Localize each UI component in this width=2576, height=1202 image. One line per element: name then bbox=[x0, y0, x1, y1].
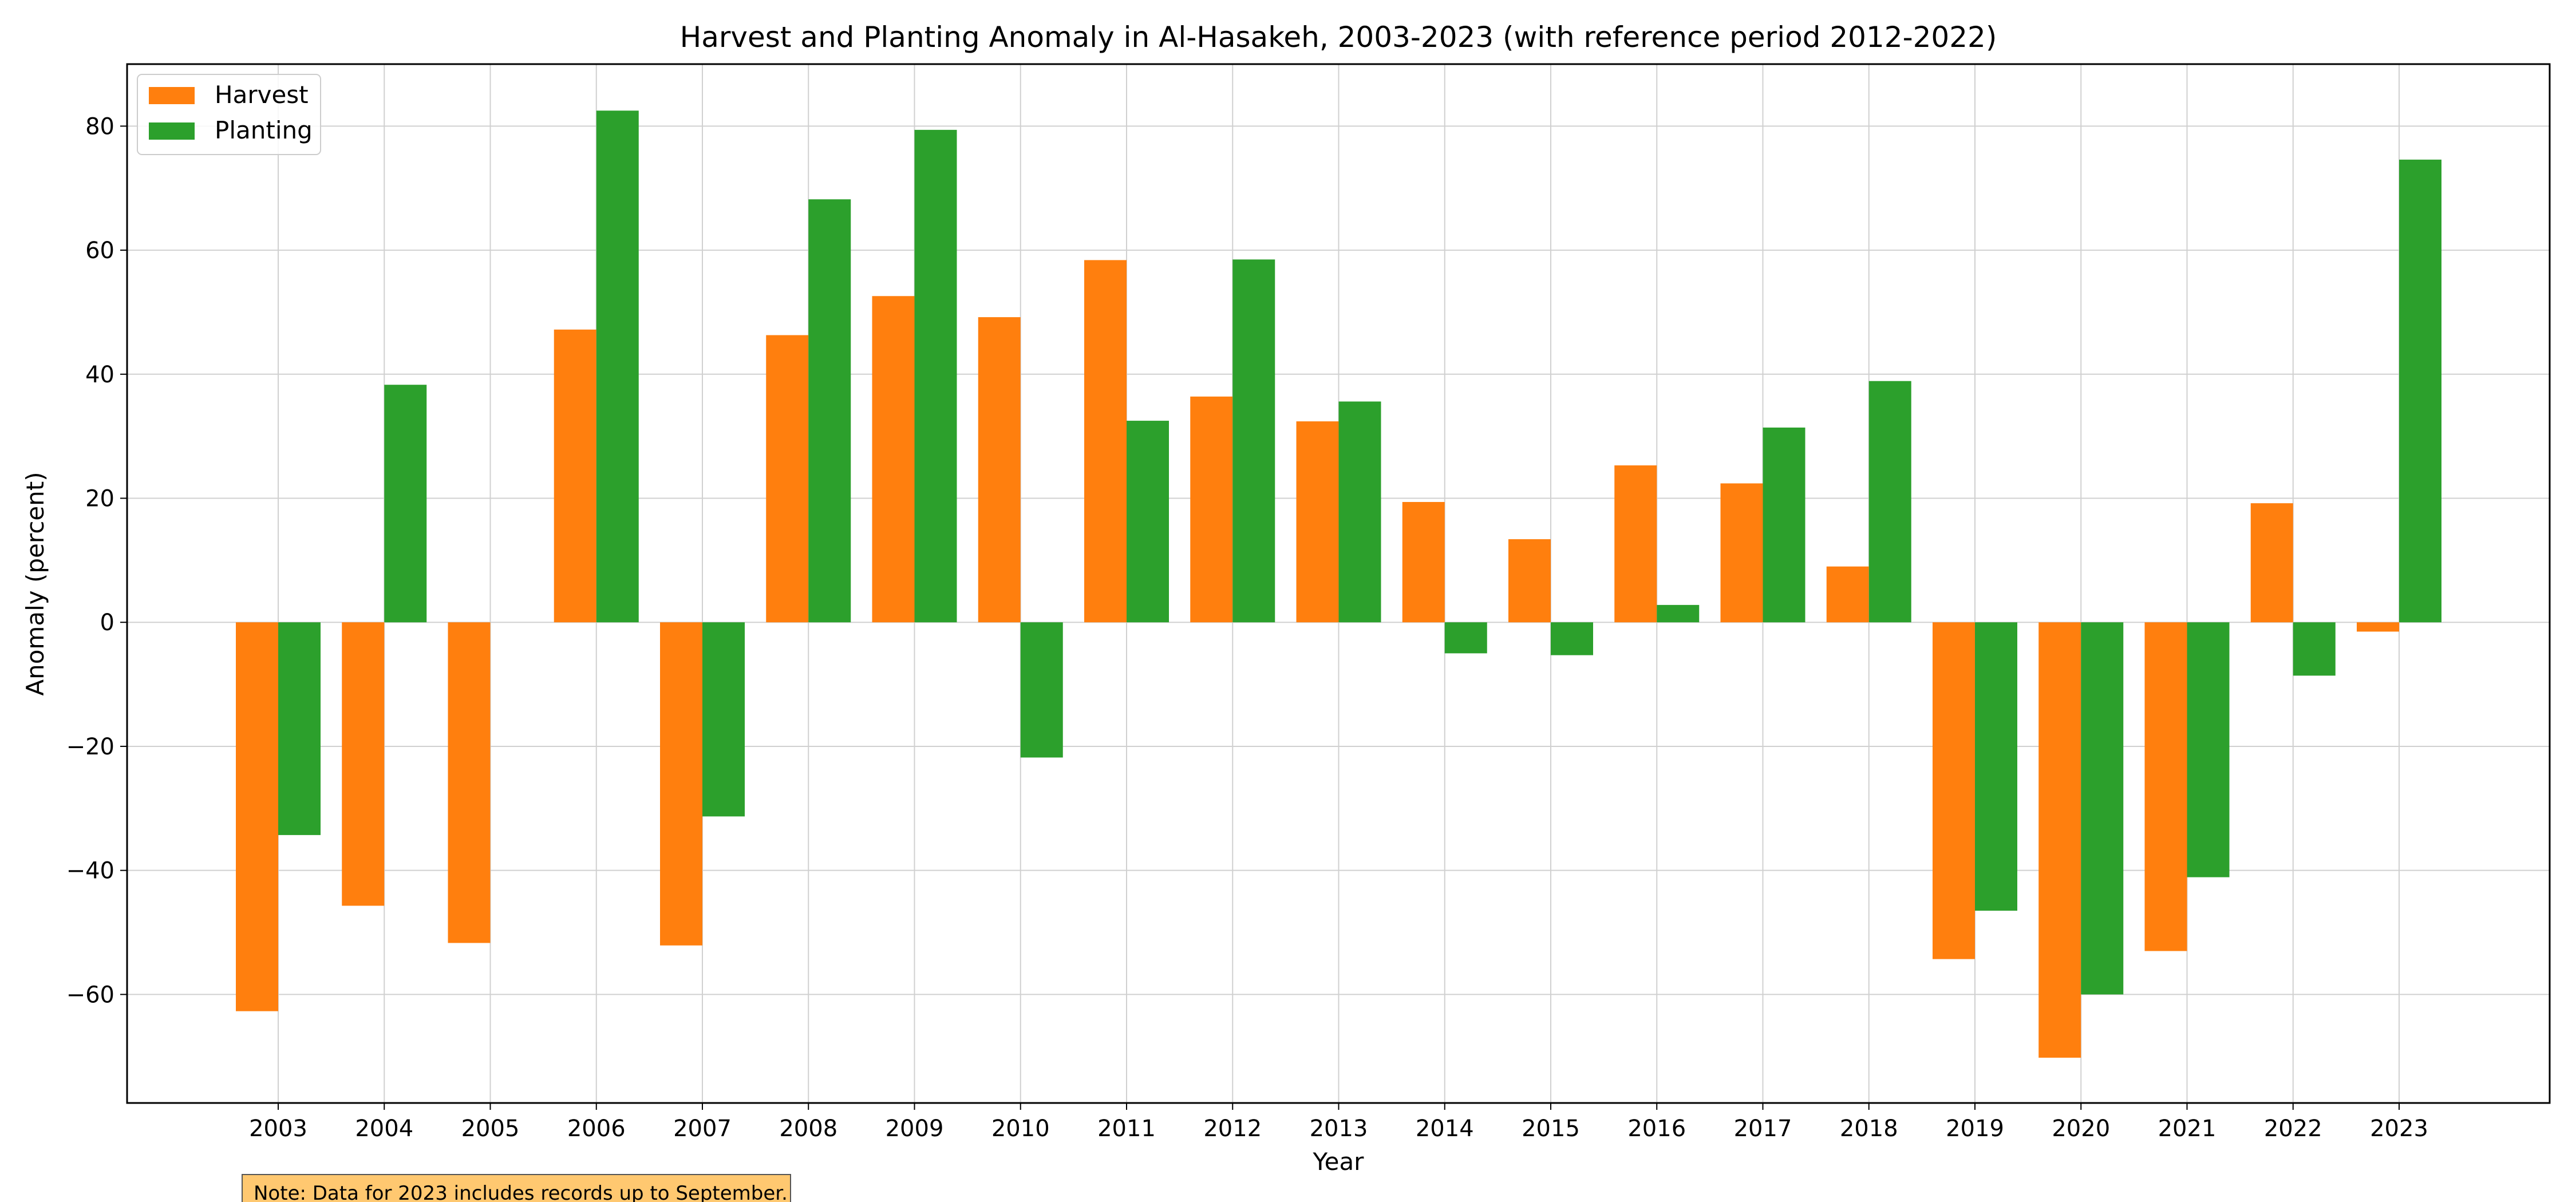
bar-planting-2019 bbox=[1975, 622, 2017, 911]
bar-harvest-2006 bbox=[554, 329, 596, 623]
legend: Harvest Planting bbox=[137, 74, 321, 155]
note-text: Note: Data for 2023 includes records up … bbox=[254, 1182, 788, 1202]
legend-swatch-harvest bbox=[149, 87, 195, 104]
bar-harvest-2017 bbox=[1720, 483, 1763, 623]
bar-harvest-2012 bbox=[1190, 396, 1233, 623]
x-tick-label: 2019 bbox=[1946, 1116, 2004, 1142]
x-tick-label: 2010 bbox=[991, 1116, 1050, 1142]
bar-planting-2013 bbox=[1338, 401, 1381, 623]
x-tick-label: 2008 bbox=[779, 1116, 837, 1142]
bar-harvest-2022 bbox=[2250, 503, 2293, 623]
bar-planting-2011 bbox=[1127, 421, 1169, 623]
bar-planting-2021 bbox=[2187, 622, 2230, 877]
bar-harvest-2021 bbox=[2144, 622, 2187, 951]
bar-planting-2012 bbox=[1232, 259, 1275, 623]
bar-harvest-2011 bbox=[1084, 260, 1127, 623]
x-tick-label: 2004 bbox=[355, 1116, 413, 1142]
bar-planting-2020 bbox=[2081, 622, 2124, 995]
bar-planting-2016 bbox=[1657, 604, 1700, 623]
y-tick-label: 80 bbox=[85, 113, 114, 140]
y-tick-label: 0 bbox=[100, 610, 114, 636]
x-tick-label: 2005 bbox=[461, 1116, 520, 1142]
y-tick-label: 40 bbox=[85, 362, 114, 388]
bar-planting-2010 bbox=[1020, 622, 1063, 758]
bar-harvest-2015 bbox=[1508, 539, 1551, 623]
x-tick-label: 2013 bbox=[1310, 1116, 1368, 1142]
x-tick-label: 2023 bbox=[2370, 1116, 2428, 1142]
x-tick-label: 2006 bbox=[567, 1116, 626, 1142]
x-tick-label: 2017 bbox=[1734, 1116, 1792, 1142]
x-axis: 2003 2004 2005 2006 2007 2008 2009 2010 2011 2012… bbox=[249, 1103, 2428, 1142]
note-box: Note: Data for 2023 includes records up … bbox=[242, 1174, 791, 1202]
x-tick-label: 2020 bbox=[2052, 1116, 2110, 1142]
y-axis: −60 −40 −20 0 20 40 60 80 bbox=[66, 113, 127, 1008]
bar-harvest-2019 bbox=[1933, 622, 1975, 959]
bar-planting-2023 bbox=[2399, 159, 2441, 623]
y-tick-label: −40 bbox=[66, 858, 114, 884]
x-tick-label: 2011 bbox=[1097, 1116, 1156, 1142]
bar-planting-2007 bbox=[702, 622, 745, 817]
x-tick-label: 2007 bbox=[673, 1116, 732, 1142]
bar-planting-2017 bbox=[1763, 427, 1805, 623]
bar-harvest-2013 bbox=[1296, 421, 1339, 623]
x-tick-label: 2014 bbox=[1416, 1116, 1474, 1142]
y-tick-label: 20 bbox=[85, 486, 114, 512]
bar-planting-2004 bbox=[384, 385, 427, 623]
bar-planting-2014 bbox=[1444, 622, 1487, 654]
bar-planting-2015 bbox=[1551, 622, 1593, 655]
legend-swatch-planting bbox=[149, 122, 195, 140]
y-tick-label: −20 bbox=[66, 734, 114, 760]
bar-harvest-2018 bbox=[1826, 566, 1869, 623]
note-box-background bbox=[242, 1174, 791, 1202]
bar-harvest-2010 bbox=[978, 317, 1021, 623]
bar-planting-2003 bbox=[278, 622, 321, 835]
bar-planting-2018 bbox=[1868, 381, 1911, 623]
bar-harvest-2020 bbox=[2038, 622, 2081, 1058]
y-axis-label: Anomaly (percent) bbox=[21, 472, 49, 695]
x-tick-label: 2012 bbox=[1203, 1116, 1262, 1142]
bar-harvest-2009 bbox=[872, 296, 915, 623]
bar-planting-2022 bbox=[2293, 622, 2336, 676]
x-tick-label: 2009 bbox=[886, 1116, 944, 1142]
bar-harvest-2005 bbox=[448, 622, 491, 943]
legend-label-planting: Planting bbox=[215, 116, 313, 144]
bar-harvest-2016 bbox=[1614, 465, 1657, 623]
bar-harvest-2023 bbox=[2357, 622, 2399, 632]
bar-planting-2008 bbox=[808, 199, 851, 623]
x-axis-label: Year bbox=[1313, 1148, 1365, 1176]
x-tick-label: 2016 bbox=[1627, 1116, 1686, 1142]
bar-harvest-2003 bbox=[236, 622, 278, 1011]
x-tick-label: 2022 bbox=[2264, 1116, 2322, 1142]
bar-harvest-2014 bbox=[1402, 502, 1445, 623]
bar-planting-2006 bbox=[596, 110, 639, 623]
x-tick-label: 2021 bbox=[2158, 1116, 2217, 1142]
y-tick-label: −60 bbox=[66, 982, 114, 1008]
bar-planting-2009 bbox=[914, 129, 957, 623]
bar-harvest-2008 bbox=[766, 335, 809, 623]
x-tick-label: 2018 bbox=[1840, 1116, 1898, 1142]
y-tick-label: 60 bbox=[85, 238, 114, 264]
x-tick-label: 2015 bbox=[1522, 1116, 1580, 1142]
bars bbox=[236, 110, 2441, 1058]
x-tick-label: 2003 bbox=[249, 1116, 307, 1142]
bar-harvest-2007 bbox=[660, 622, 702, 946]
legend-label-harvest: Harvest bbox=[215, 81, 309, 109]
chart-title: Harvest and Planting Anomaly in Al-Hasak… bbox=[680, 21, 1997, 54]
bar-harvest-2004 bbox=[342, 622, 385, 906]
